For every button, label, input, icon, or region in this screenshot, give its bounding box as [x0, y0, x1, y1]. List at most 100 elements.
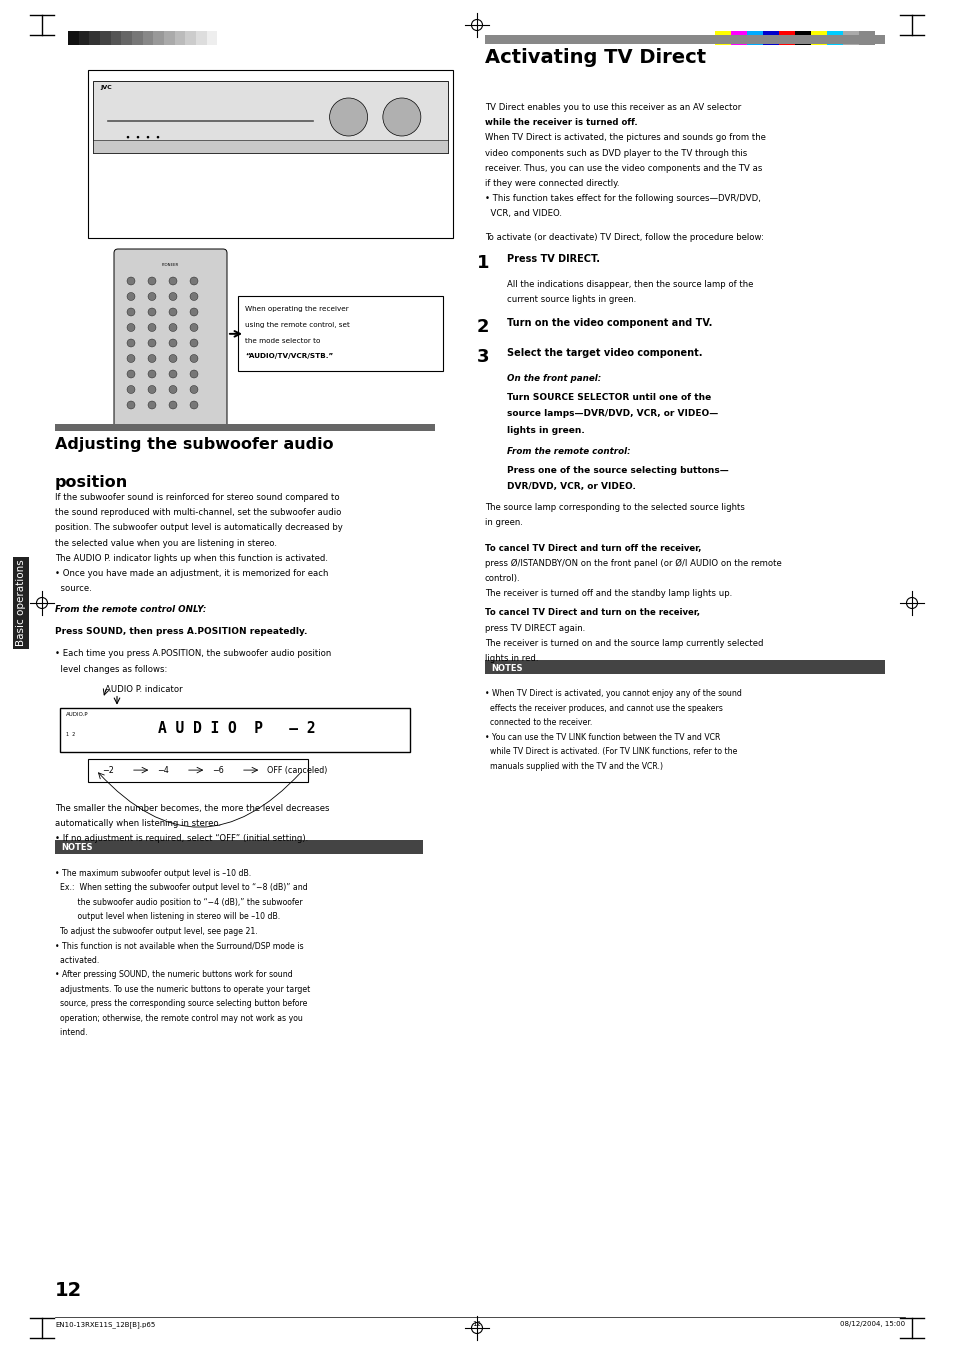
Text: To adjust the subwoofer output level, see page 21.: To adjust the subwoofer output level, se…: [55, 927, 257, 936]
Circle shape: [190, 400, 198, 409]
Text: in green.: in green.: [484, 518, 522, 528]
Text: automatically when listening in stereo.: automatically when listening in stereo.: [55, 819, 221, 828]
Circle shape: [148, 323, 156, 331]
Text: DVR/DVD, VCR, or VIDEO.: DVR/DVD, VCR, or VIDEO.: [506, 483, 636, 491]
Circle shape: [190, 340, 198, 346]
Circle shape: [190, 354, 198, 363]
Circle shape: [148, 354, 156, 363]
Bar: [217, 31, 228, 45]
Circle shape: [169, 400, 177, 409]
Circle shape: [148, 340, 156, 346]
Bar: [164, 31, 174, 45]
Text: video components such as DVD player to the TV through this: video components such as DVD player to t…: [484, 149, 746, 157]
Bar: [55, 423, 435, 432]
Bar: [100, 31, 111, 45]
Bar: [92, 141, 448, 153]
Bar: [92, 81, 448, 153]
Text: press Ø/ISTANDBY/ON on the front panel (or Ø/I AUDIO on the remote: press Ø/ISTANDBY/ON on the front panel (…: [484, 559, 781, 568]
Bar: [68, 31, 78, 45]
Text: NOTES: NOTES: [491, 663, 522, 672]
Text: The smaller the number becomes, the more the level decreases: The smaller the number becomes, the more…: [55, 804, 329, 813]
Circle shape: [169, 340, 177, 346]
Text: Press one of the source selecting buttons—: Press one of the source selecting button…: [506, 465, 728, 475]
Text: • This function takes effect for the following sources—DVR/DVD,: • This function takes effect for the fol…: [484, 195, 760, 203]
Text: level changes as follows:: level changes as follows:: [55, 664, 167, 674]
Bar: [174, 31, 185, 45]
Text: EN10-13RXE11S_12B[B].p65: EN10-13RXE11S_12B[B].p65: [55, 1321, 155, 1327]
Bar: [746, 31, 762, 45]
Text: 12: 12: [472, 1321, 481, 1327]
Text: source lamps—DVR/DVD, VCR, or VIDEO—: source lamps—DVR/DVD, VCR, or VIDEO—: [506, 410, 718, 418]
Text: OFF (canceled): OFF (canceled): [267, 766, 327, 775]
Circle shape: [169, 308, 177, 317]
Circle shape: [127, 135, 130, 138]
Bar: [78, 31, 90, 45]
Circle shape: [190, 369, 198, 377]
Circle shape: [127, 308, 135, 317]
Circle shape: [148, 292, 156, 300]
Bar: [90, 31, 100, 45]
Text: • You can use the TV LINK function between the TV and VCR: • You can use the TV LINK function betwe…: [484, 733, 720, 741]
Text: 2: 2: [476, 318, 489, 336]
Text: Turn SOURCE SELECTOR until one of the: Turn SOURCE SELECTOR until one of the: [506, 392, 711, 402]
Text: source.: source.: [55, 584, 91, 593]
Text: while TV Direct is activated. (For TV LINK functions, refer to the: while TV Direct is activated. (For TV LI…: [484, 747, 737, 756]
Text: Ex.:  When setting the subwoofer output level to “−8 (dB)” and: Ex.: When setting the subwoofer output l…: [55, 884, 308, 893]
Bar: [55, 839, 422, 854]
Text: control).: control).: [484, 574, 520, 583]
Bar: [826, 31, 842, 45]
Circle shape: [190, 308, 198, 317]
Text: 3: 3: [476, 348, 489, 367]
Text: while the receiver is turned off.: while the receiver is turned off.: [484, 118, 637, 127]
Text: position: position: [55, 475, 128, 490]
Circle shape: [169, 292, 177, 300]
Bar: [810, 31, 826, 45]
Circle shape: [148, 400, 156, 409]
Text: To cancel TV Direct and turn on the receiver,: To cancel TV Direct and turn on the rece…: [484, 609, 700, 617]
Circle shape: [190, 323, 198, 331]
Bar: [779, 31, 794, 45]
Circle shape: [148, 369, 156, 377]
Circle shape: [127, 292, 135, 300]
Bar: [762, 31, 779, 45]
Text: From the remote control ONLY:: From the remote control ONLY:: [55, 605, 206, 614]
Text: −6: −6: [212, 766, 223, 775]
Text: position. The subwoofer output level is automatically decreased by: position. The subwoofer output level is …: [55, 524, 342, 532]
Text: The AUDIO P. indicator lights up when this function is activated.: The AUDIO P. indicator lights up when th…: [55, 553, 328, 563]
Text: The receiver is turned off and the standby lamp lights up.: The receiver is turned off and the stand…: [484, 590, 732, 598]
Circle shape: [169, 323, 177, 331]
Text: the selected value when you are listening in stereo.: the selected value when you are listenin…: [55, 538, 276, 548]
Bar: [88, 759, 308, 782]
Circle shape: [169, 354, 177, 363]
Text: manuals supplied with the TV and the VCR.): manuals supplied with the TV and the VCR…: [484, 762, 662, 771]
Bar: [842, 31, 858, 45]
Text: the sound reproduced with multi-channel, set the subwoofer audio: the sound reproduced with multi-channel,…: [55, 509, 341, 517]
Text: From the remote control:: From the remote control:: [506, 446, 630, 456]
Text: Press TV DIRECT.: Press TV DIRECT.: [506, 254, 599, 264]
Bar: [237, 296, 442, 371]
Text: To activate (or deactivate) TV Direct, follow the procedure below:: To activate (or deactivate) TV Direct, f…: [484, 233, 763, 242]
Circle shape: [127, 400, 135, 409]
Text: the mode selector to: the mode selector to: [245, 338, 320, 344]
Circle shape: [148, 308, 156, 317]
Circle shape: [127, 277, 135, 285]
Text: A U D I O  P   – 2: A U D I O P – 2: [158, 721, 315, 736]
Text: On the front panel:: On the front panel:: [506, 375, 600, 383]
Circle shape: [127, 340, 135, 346]
Bar: [794, 31, 810, 45]
Text: −2: −2: [102, 766, 113, 775]
Circle shape: [147, 135, 149, 138]
Circle shape: [148, 386, 156, 394]
Text: current source lights in green.: current source lights in green.: [506, 295, 636, 304]
Text: Select the target video component.: Select the target video component.: [506, 348, 701, 359]
Text: AUDIO.P: AUDIO.P: [66, 712, 89, 717]
Text: • The maximum subwoofer output level is –10 dB.: • The maximum subwoofer output level is …: [55, 869, 251, 878]
Text: TV Direct enables you to use this receiver as an AV selector: TV Direct enables you to use this receiv…: [484, 103, 740, 112]
Bar: [111, 31, 121, 45]
Text: To cancel TV Direct and turn off the receiver,: To cancel TV Direct and turn off the rec…: [484, 544, 700, 552]
Text: activated.: activated.: [55, 957, 99, 965]
Text: output level when listening in stereo will be –10 dB.: output level when listening in stereo wi…: [55, 912, 280, 921]
Text: JVC: JVC: [100, 85, 112, 91]
Bar: [195, 31, 207, 45]
Circle shape: [127, 369, 135, 377]
